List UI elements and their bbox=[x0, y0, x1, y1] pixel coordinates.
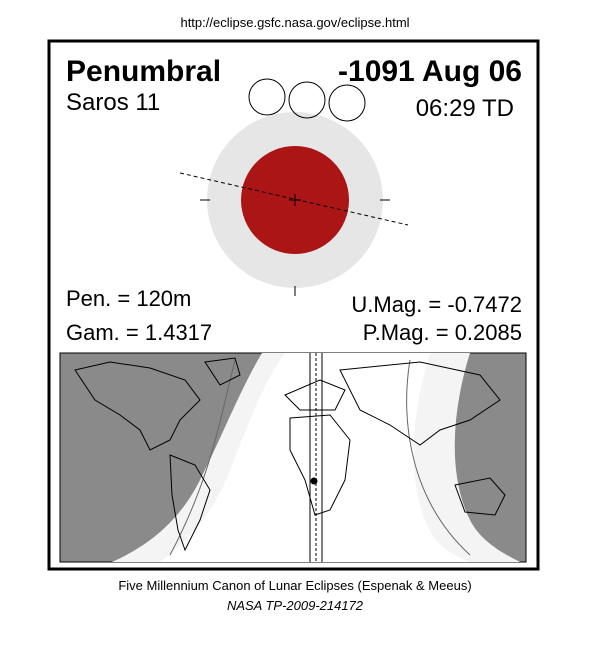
footer-reference: NASA TP-2009-214172 bbox=[227, 598, 364, 613]
full-visibility bbox=[160, 353, 470, 562]
moon bbox=[288, 81, 326, 119]
shadow-diagram bbox=[179, 78, 409, 296]
url: http://eclipse.gsfc.nasa.gov/eclipse.htm… bbox=[180, 15, 409, 30]
umbral-magnitude: U.Mag. = -0.7472 bbox=[351, 292, 522, 317]
moon bbox=[248, 78, 286, 116]
pen-duration: Pen. = 120m bbox=[66, 286, 191, 311]
footer-canon: Five Millennium Canon of Lunar Eclipses … bbox=[118, 578, 471, 593]
contact-line bbox=[169, 359, 236, 556]
time: 06:29 TD bbox=[416, 95, 514, 122]
gamma: Gam. = 1.4317 bbox=[66, 320, 212, 345]
moon-path bbox=[179, 172, 409, 226]
eclipse-date: -1091 Aug 06 bbox=[338, 55, 522, 88]
world-map bbox=[59, 352, 527, 563]
moon bbox=[328, 84, 366, 122]
penumbral-magnitude: P.Mag. = 0.2085 bbox=[363, 320, 522, 345]
eclipse-type: Penumbral bbox=[66, 55, 221, 88]
saros: Saros 11 bbox=[66, 89, 160, 116]
coastlines bbox=[74, 357, 506, 552]
contact-line bbox=[406, 359, 471, 556]
greatest-eclipse-point bbox=[310, 477, 318, 485]
